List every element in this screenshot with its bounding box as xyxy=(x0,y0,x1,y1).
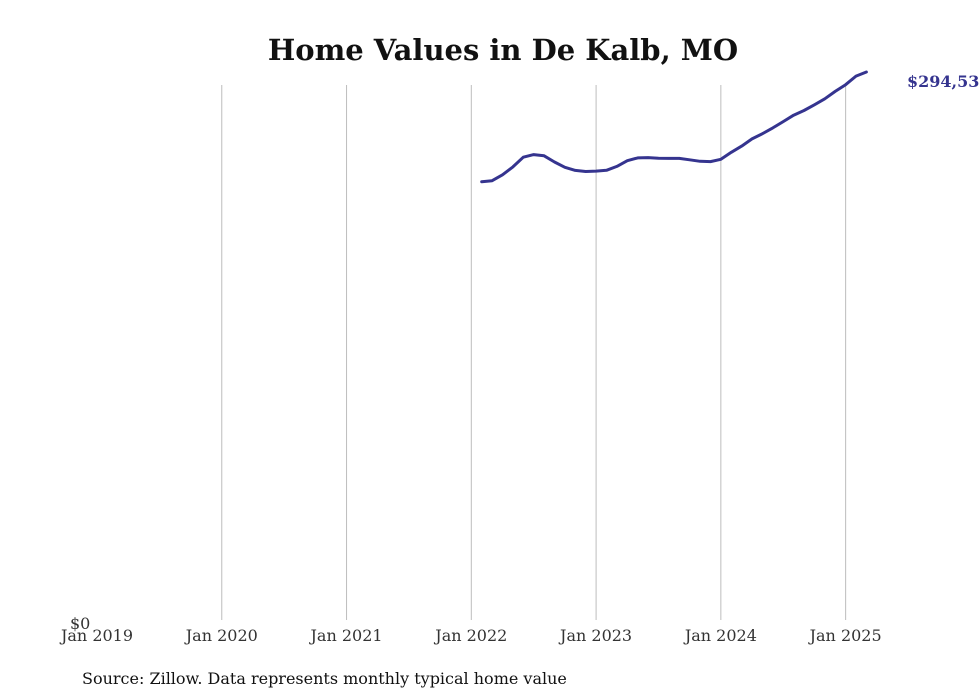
x-axis-ticks: Jan 2019 Jan 2020 Jan 2021 Jan 2022 Jan 2023… xyxy=(59,626,882,645)
x-tick-label: Jan 2022 xyxy=(433,626,507,645)
series-layer xyxy=(480,70,868,184)
x-tick-label: Jan 2024 xyxy=(683,626,757,645)
series-line xyxy=(480,70,868,184)
x-tick-label: Jan 2021 xyxy=(309,626,383,645)
gridlines xyxy=(221,85,847,620)
x-tick-label: Jan 2025 xyxy=(808,626,882,645)
x-tick-label: Jan 2020 xyxy=(184,626,258,645)
y-tick-label: $0 xyxy=(70,614,90,633)
x-tick-label: Jan 2023 xyxy=(558,626,632,645)
source-note: Source: Zillow. Data represents monthly … xyxy=(82,669,567,688)
chart-title: Home Values in De Kalb, MO xyxy=(268,33,738,67)
last-value-label: $294,533 xyxy=(907,72,980,91)
y-axis-ticks: $0 xyxy=(70,614,90,633)
x-tick-label: Jan 2019 xyxy=(59,626,133,645)
